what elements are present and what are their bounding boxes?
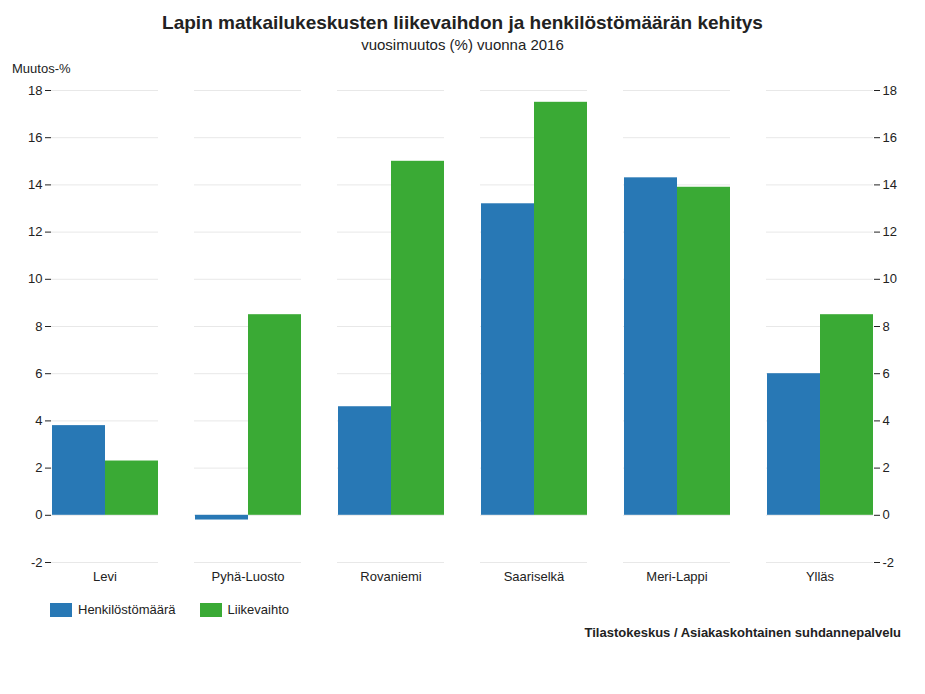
svg-text:18: 18 xyxy=(883,83,897,98)
svg-text:18: 18 xyxy=(28,83,42,98)
svg-text:16: 16 xyxy=(883,130,897,145)
svg-text:10: 10 xyxy=(883,271,897,286)
svg-text:Levi: Levi xyxy=(93,569,117,584)
svg-text:Meri-Lappi: Meri-Lappi xyxy=(646,569,708,584)
svg-text:14: 14 xyxy=(28,177,42,192)
html-text:Lapin matkailukeskusten liikev: Lapin matkailukeskusten liikevaihdon ja … xyxy=(162,12,763,33)
svg-text:12: 12 xyxy=(28,224,42,239)
svg-text:2: 2 xyxy=(35,460,42,475)
svg-text:Rovaniemi: Rovaniemi xyxy=(360,569,422,584)
svg-text:Saariselkä: Saariselkä xyxy=(504,569,565,584)
svg-text:14: 14 xyxy=(883,177,897,192)
html-text:Tilastokeskus / Asiakaskohtain: Tilastokeskus / Asiakaskohtainen suhdann… xyxy=(584,625,901,640)
svg-text:8: 8 xyxy=(883,319,890,334)
html-text:Liikevaihto: Liikevaihto xyxy=(227,602,289,617)
svg-text:-2: -2 xyxy=(883,555,895,570)
svg-text:0: 0 xyxy=(35,507,42,522)
html-text:Henkilöstömäärä: Henkilöstömäärä xyxy=(78,602,176,617)
svg-text:16: 16 xyxy=(28,130,42,145)
svg-text:Ylläs: Ylläs xyxy=(806,569,835,584)
svg-text:-2: -2 xyxy=(31,555,43,570)
svg-text:8: 8 xyxy=(35,319,42,334)
svg-text:Pyhä-Luosto: Pyhä-Luosto xyxy=(212,569,285,584)
svg-text:0: 0 xyxy=(883,507,890,522)
svg-text:4: 4 xyxy=(35,413,42,428)
svg-text:6: 6 xyxy=(883,366,890,381)
svg-text:4: 4 xyxy=(883,413,890,428)
svg-text:10: 10 xyxy=(28,271,42,286)
svg-text:2: 2 xyxy=(883,460,890,475)
html-text:vuosimuutos (%) vuonna 2016: vuosimuutos (%) vuonna 2016 xyxy=(361,36,564,53)
svg-text:6: 6 xyxy=(35,366,42,381)
html-text:Muutos-%: Muutos-% xyxy=(12,61,71,76)
svg-text:12: 12 xyxy=(883,224,897,239)
